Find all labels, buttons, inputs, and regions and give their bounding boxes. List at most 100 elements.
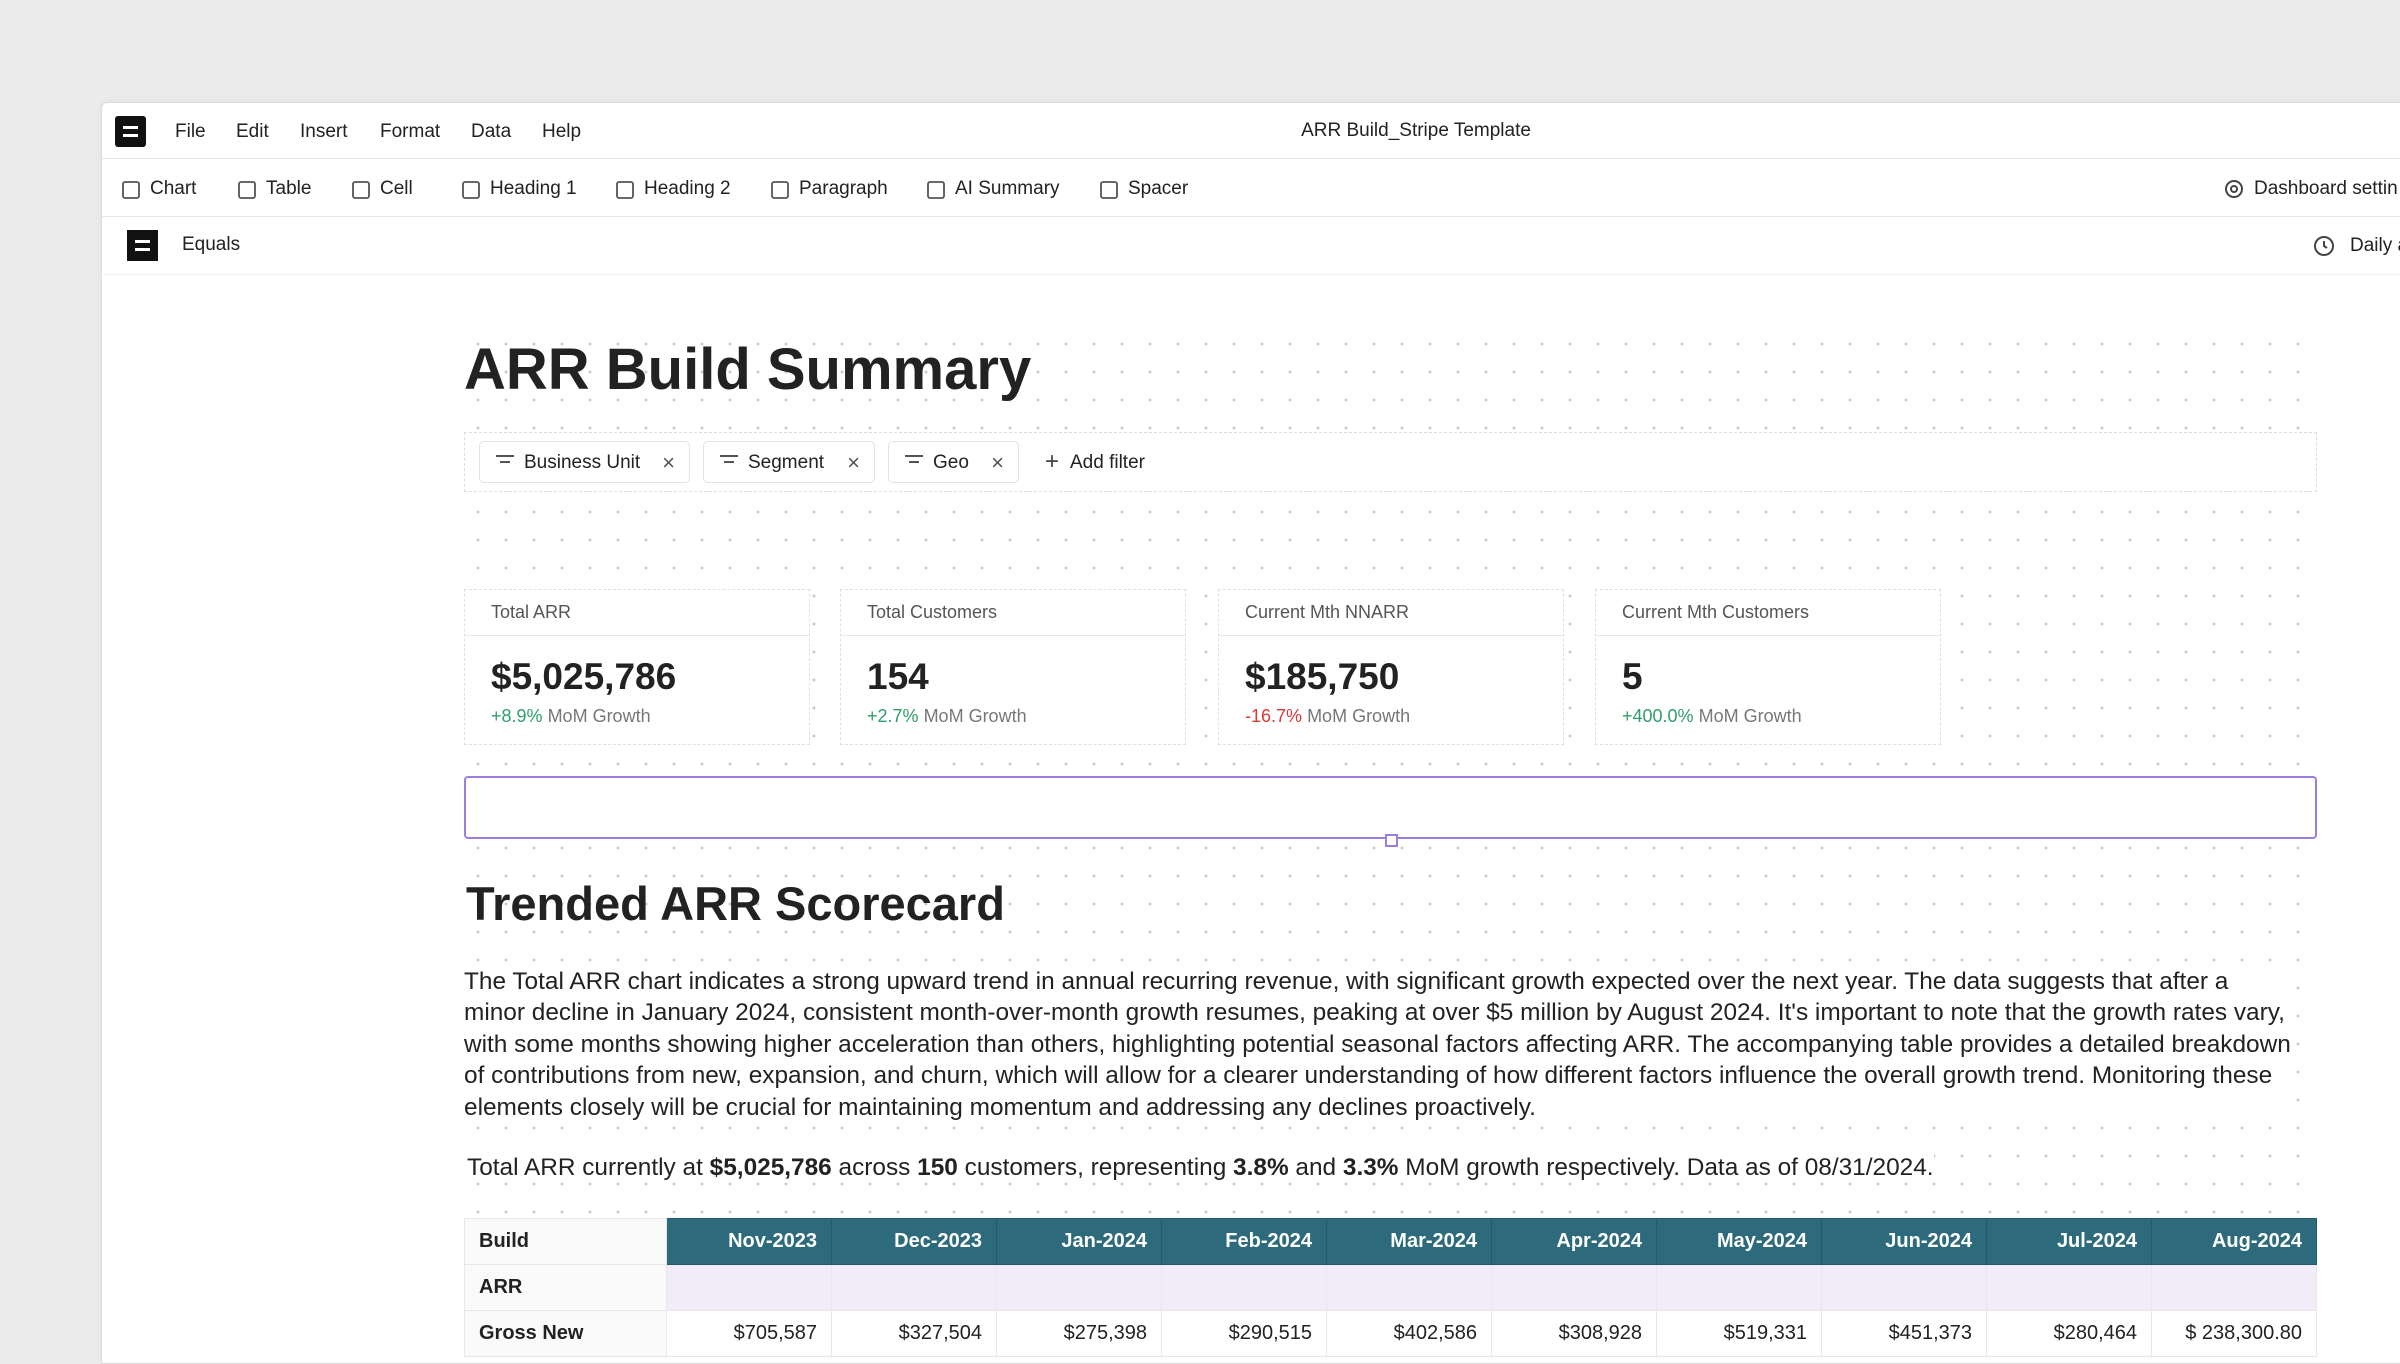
- toolbar-icon: [352, 181, 370, 199]
- table-cell: [831, 1264, 997, 1311]
- kpi-label: Current Mth Customers: [1622, 602, 1810, 622]
- divider: [101, 274, 2400, 275]
- menu-item[interactable]: File: [175, 121, 206, 142]
- kpi-note: MoM Growth: [1698, 706, 1802, 726]
- kpi-note: MoM Growth: [1307, 706, 1411, 726]
- filter-label: Business Unit: [524, 452, 641, 473]
- filter-icon: [905, 455, 923, 469]
- toolbar-icon: [122, 181, 140, 199]
- kpi-label: Total Customers: [867, 602, 998, 622]
- kpi-value: $5,025,786: [491, 656, 677, 697]
- kpi-divider: [465, 635, 809, 636]
- clock-icon: [2314, 236, 2334, 256]
- divider: [101, 216, 2400, 217]
- table-cell: [2151, 1264, 2317, 1311]
- filter-icon: [909, 461, 919, 463]
- kpi-growth: +400.0% MoM Growth: [1622, 706, 1802, 727]
- table-cell: $451,373: [1821, 1310, 1987, 1357]
- filter-label: Geo: [933, 452, 969, 473]
- kpi-change: +2.7%: [867, 706, 919, 726]
- kpi-divider: [1596, 635, 1940, 636]
- toolbar-icon: [1100, 181, 1118, 199]
- table-cell: [1821, 1264, 1987, 1311]
- menu-item[interactable]: Data: [471, 121, 512, 142]
- column-header: Mar-2024: [1326, 1218, 1492, 1265]
- filter-chip[interactable]: Segment ×: [703, 441, 875, 483]
- dashboard-settings[interactable]: Dashboard settin: [2254, 178, 2398, 199]
- column-header: Feb-2024: [1161, 1218, 1327, 1265]
- table-cell: $275,398: [996, 1310, 1162, 1357]
- table-cell: [1326, 1264, 1492, 1311]
- kpi-change: -16.7%: [1245, 706, 1303, 726]
- table-cell: [1161, 1264, 1327, 1311]
- kpi-card: Current Mth NNARR $185,750 -16.7% MoM Grow…: [1218, 589, 1564, 745]
- toolbar-button[interactable]: Cell: [380, 178, 413, 199]
- table-row: ARR: [464, 1264, 2317, 1311]
- summary-part: across: [831, 1154, 918, 1181]
- resize-handle[interactable]: [1385, 834, 1398, 847]
- toolbar-button[interactable]: Chart: [150, 178, 197, 199]
- column-header: Nov-2023: [666, 1218, 832, 1265]
- app-logo[interactable]: [115, 116, 146, 147]
- remove-filter[interactable]: ×: [847, 450, 860, 475]
- table-cell: $280,464: [1986, 1310, 2152, 1357]
- row-label: Gross New: [464, 1310, 667, 1357]
- filter-chip[interactable]: Business Unit ×: [479, 441, 690, 483]
- table-cell: [666, 1264, 832, 1311]
- menu-item[interactable]: Help: [542, 121, 582, 142]
- schedule[interactable]: Daily a: [2350, 235, 2400, 256]
- remove-filter[interactable]: ×: [991, 450, 1004, 475]
- add-filter[interactable]: Add filter: [1070, 452, 1145, 473]
- summary-part: 150: [917, 1154, 958, 1181]
- column-header: Apr-2024: [1491, 1218, 1657, 1265]
- filter-chip[interactable]: Geo ×: [888, 441, 1019, 483]
- kpi-value: 5: [1622, 656, 1643, 697]
- kpi-value: 154: [867, 656, 929, 697]
- kpi-change: +8.9%: [491, 706, 543, 726]
- toolbar-button[interactable]: Table: [266, 178, 312, 199]
- menu-item[interactable]: Insert: [300, 121, 348, 142]
- selected-spacer[interactable]: [464, 776, 2317, 839]
- toolbar-button[interactable]: Heading 1: [490, 178, 577, 199]
- settings-icon: [2225, 180, 2243, 198]
- toolbar-button[interactable]: Spacer: [1128, 178, 1189, 199]
- kpi-growth: +2.7% MoM Growth: [867, 706, 1027, 727]
- toolbar-icon: [238, 181, 256, 199]
- table-cell: $705,587: [666, 1310, 832, 1357]
- kpi-label: Total ARR: [491, 602, 572, 622]
- column-header: May-2024: [1656, 1218, 1822, 1265]
- workspace-logo: [127, 230, 158, 261]
- toolbar-button[interactable]: Heading 2: [644, 178, 731, 199]
- page-title: ARR Build Summary: [464, 337, 1032, 402]
- kpi-value: $185,750: [1245, 656, 1400, 697]
- summary-part: and: [1288, 1154, 1343, 1181]
- row-label: ARR: [464, 1264, 667, 1311]
- kpi-note: MoM Growth: [923, 706, 1027, 726]
- workspace-name: Equals: [182, 234, 241, 255]
- table-cell: [1986, 1264, 2152, 1311]
- kpi-divider: [1219, 635, 1563, 636]
- table-cell: [1491, 1264, 1657, 1311]
- filter-icon: [724, 461, 734, 463]
- kpi-change: +400.0%: [1622, 706, 1694, 726]
- add-icon[interactable]: +: [1045, 448, 1060, 475]
- kpi-card: Current Mth Customers 5 +400.0% MoM Growth: [1595, 589, 1941, 745]
- toolbar-icon: [462, 181, 480, 199]
- menu-item[interactable]: Format: [380, 121, 441, 142]
- summary-part: Total ARR currently at: [467, 1154, 710, 1181]
- row-header: Build: [464, 1218, 667, 1265]
- column-header: Dec-2023: [831, 1218, 997, 1265]
- summary-line: Total ARR currently at $5,025,786 across…: [467, 1154, 1934, 1182]
- toolbar-button[interactable]: Paragraph: [799, 178, 888, 199]
- remove-filter[interactable]: ×: [662, 450, 675, 475]
- menu-item[interactable]: Edit: [236, 121, 269, 142]
- kpi-label: Current Mth NNARR: [1245, 602, 1410, 622]
- summary-part: 3.3%: [1342, 1154, 1399, 1181]
- toolbar-button[interactable]: AI Summary: [955, 178, 1060, 199]
- divider: [101, 158, 2400, 159]
- toolbar-icon: [771, 181, 789, 199]
- column-header: Jul-2024: [1986, 1218, 2152, 1265]
- table-cell: $402,586: [1326, 1310, 1492, 1357]
- kpi-card: Total ARR $5,025,786 +8.9% MoM Growth: [464, 589, 810, 745]
